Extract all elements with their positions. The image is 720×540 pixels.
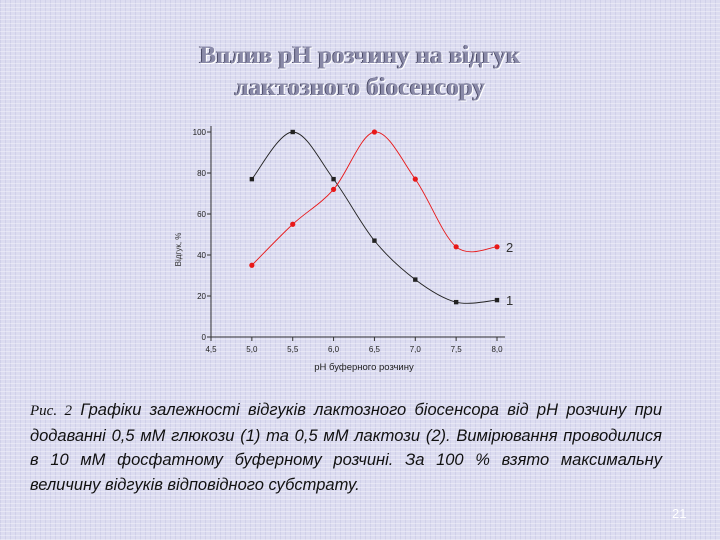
series-1-line <box>251 131 498 304</box>
page-number: 21 <box>672 506 687 521</box>
series-2-point <box>412 176 418 182</box>
x-tick-label: 7,0 <box>410 345 422 354</box>
series-2-point <box>453 244 459 250</box>
ph-response-chart: 4,5 5,0 5,5 6,0 6,5 7,0 7,5 8,0 0 20 40 60 80 100 pH б… <box>174 126 513 373</box>
series-2-line <box>251 131 498 266</box>
series-2-label: 2 <box>506 240 513 255</box>
x-axis-label: pH буферного розчину <box>314 362 414 373</box>
series-1-point <box>494 297 500 303</box>
series-2-point <box>494 244 500 250</box>
series-1-label: 1 <box>506 293 513 308</box>
series-1-point <box>372 238 377 243</box>
title-line-1: Вплив pH розчину на відгук <box>199 42 521 69</box>
figure-label: Рис. 2 <box>30 403 73 419</box>
series-1-point <box>249 176 255 182</box>
x-tick-label: 7,5 <box>451 345 463 354</box>
y-tick-label: 0 <box>202 333 207 342</box>
figure-caption: Рис. 2 Графіки залежності відгуків лакто… <box>30 398 662 497</box>
x-tick-label: 6,5 <box>369 345 381 354</box>
y-axis-label: Відгук, % <box>174 233 183 267</box>
series-2-point <box>330 186 337 192</box>
caption-text: Графіки залежності відгуків лактозного б… <box>30 401 663 494</box>
slide-title: Вплив pH розчину на відгук лактозного бі… <box>0 40 720 104</box>
x-tick-label: 4,5 <box>205 345 217 354</box>
y-tick-label: 100 <box>193 128 207 137</box>
series-2-point <box>290 221 296 227</box>
series-2-point <box>249 262 255 268</box>
x-tick-label: 5,5 <box>287 345 299 354</box>
x-tick-label: 6,0 <box>328 345 340 354</box>
y-tick-label: 40 <box>197 251 206 260</box>
series-1-point <box>413 277 418 282</box>
y-tick-label: 20 <box>197 292 206 301</box>
series-2-point <box>371 129 378 135</box>
series-1-point <box>331 176 336 182</box>
x-tick-label: 8,0 <box>491 345 503 354</box>
series-1-point <box>453 299 459 305</box>
series-1-point <box>290 129 295 135</box>
y-tick-label: 60 <box>197 210 206 219</box>
y-tick-label: 80 <box>197 169 206 178</box>
x-tick-label: 5,0 <box>246 345 258 354</box>
title-line-2: лактозного біосенсору <box>234 74 486 101</box>
